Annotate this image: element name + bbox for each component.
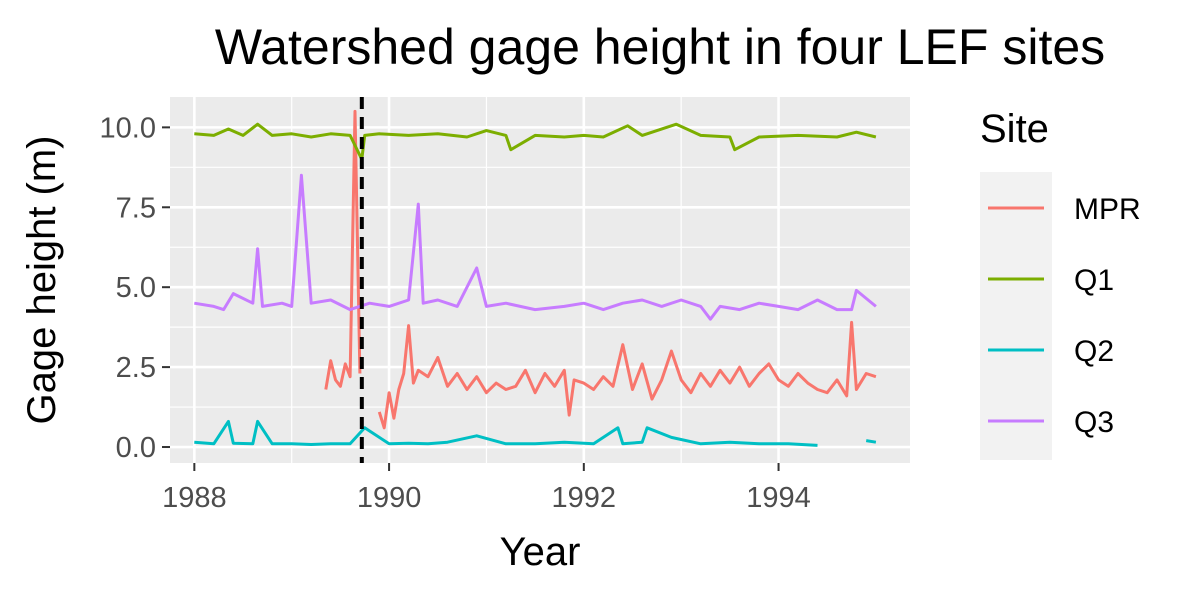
- y-tick-label: 0.0: [116, 432, 156, 464]
- series-line-q1: [194, 122, 877, 161]
- legend-label-q1: Q1: [1074, 264, 1114, 297]
- minor-gridlines: [170, 97, 910, 463]
- legend-label-mpr: MPR: [1074, 193, 1141, 226]
- chart-title: Watershed gage height in four LEF sites: [215, 19, 1105, 75]
- series-layer: [194, 109, 877, 447]
- legend-title: Site: [980, 107, 1049, 151]
- y-axis-label: Gage height (m): [20, 135, 64, 424]
- series-line-q2: [194, 419, 877, 447]
- x-tick-label: 1990: [357, 482, 422, 514]
- x-tick-label: 1994: [746, 482, 811, 514]
- legend: Site MPR Q1 Q2 Q3: [980, 107, 1141, 460]
- y-tick-label: 5.0: [116, 272, 156, 304]
- legend-label-q2: Q2: [1074, 335, 1114, 368]
- x-axis: 1988 1990 1992 1994: [162, 463, 811, 514]
- y-tick-label: 10.0: [100, 112, 156, 144]
- series-line-q3: [194, 173, 877, 321]
- y-tick-label: 2.5: [116, 352, 156, 384]
- legend-label-q3: Q3: [1074, 406, 1114, 439]
- y-axis: 0.0 2.5 5.0 7.5 10.0: [100, 112, 170, 464]
- x-tick-label: 1988: [162, 482, 227, 514]
- legend-key-background: [980, 172, 1052, 460]
- legend-items: MPR Q1 Q2 Q3: [988, 193, 1141, 439]
- plot-panel: [170, 97, 910, 463]
- x-tick-label: 1992: [552, 482, 617, 514]
- x-axis-label: Year: [500, 530, 581, 574]
- y-tick-label: 7.5: [116, 192, 156, 224]
- series-line-mpr: [324, 109, 877, 430]
